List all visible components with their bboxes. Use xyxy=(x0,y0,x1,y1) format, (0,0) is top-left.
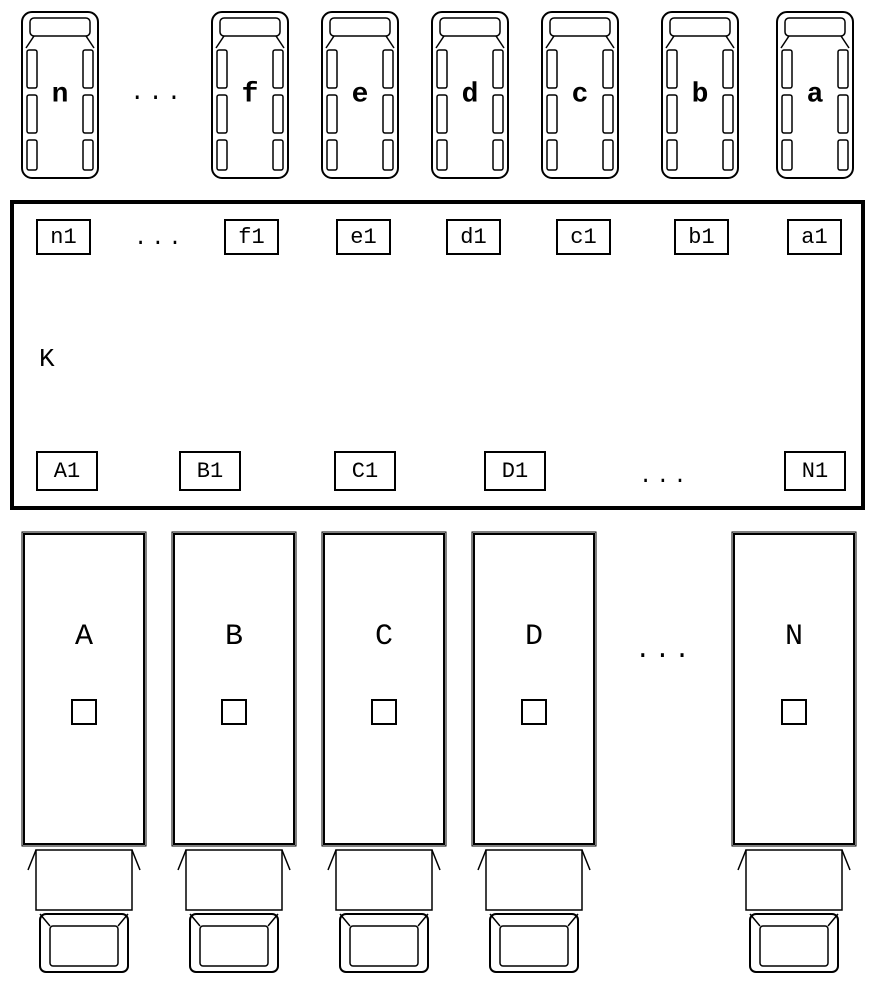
big-vehicle-label: C xyxy=(375,620,393,654)
big-vehicle: A xyxy=(20,530,148,980)
platform-label: K xyxy=(39,344,55,374)
small-vehicle-label: f xyxy=(242,80,259,111)
big-vehicle: D xyxy=(470,530,598,980)
small-vehicle: d xyxy=(430,10,510,180)
dock-bottom: A1 xyxy=(36,451,98,491)
dock-bottom: N1 xyxy=(784,451,846,491)
dock-bottom: B1 xyxy=(179,451,241,491)
small-vehicle-label: b xyxy=(692,80,709,111)
small-vehicle: e xyxy=(320,10,400,180)
big-vehicle-label: N xyxy=(785,620,803,654)
small-vehicle: b xyxy=(660,10,740,180)
big-vehicle-label: B xyxy=(225,620,243,654)
small-vehicle-label: e xyxy=(352,80,369,111)
big-vehicle-label: A xyxy=(75,620,93,654)
big-vehicle: B xyxy=(170,530,298,980)
dock-top: f1 xyxy=(224,219,279,255)
dock-top: a1 xyxy=(787,219,842,255)
big-vehicle-label: D xyxy=(525,620,543,654)
dock-top: n1 xyxy=(36,219,91,255)
platform-k: n1 f1 e1 d1 c1 b1 a1 ... K A1 B1 C1 D1 N1 ... xyxy=(10,200,865,510)
dock-top: b1 xyxy=(674,219,729,255)
small-vehicle: n xyxy=(20,10,100,180)
dock-top: e1 xyxy=(336,219,391,255)
ellipsis-top-docks: ... xyxy=(134,226,186,251)
ellipsis-big-vehicles: ... xyxy=(635,635,694,665)
big-vehicle: N xyxy=(730,530,858,980)
small-vehicle-label: n xyxy=(52,80,69,111)
dock-top: d1 xyxy=(446,219,501,255)
small-vehicle-label: d xyxy=(462,80,479,111)
small-vehicle: a xyxy=(775,10,855,180)
big-vehicle: C xyxy=(320,530,448,980)
small-vehicle: c xyxy=(540,10,620,180)
dock-bottom: D1 xyxy=(484,451,546,491)
small-vehicle-label: a xyxy=(807,80,824,111)
dock-bottom: C1 xyxy=(334,451,396,491)
ellipsis-small-vehicles: ... xyxy=(130,80,185,107)
small-vehicle: f xyxy=(210,10,290,180)
dock-top: c1 xyxy=(556,219,611,255)
ellipsis-bottom-docks: ... xyxy=(639,464,691,489)
small-vehicle-label: c xyxy=(572,80,589,111)
